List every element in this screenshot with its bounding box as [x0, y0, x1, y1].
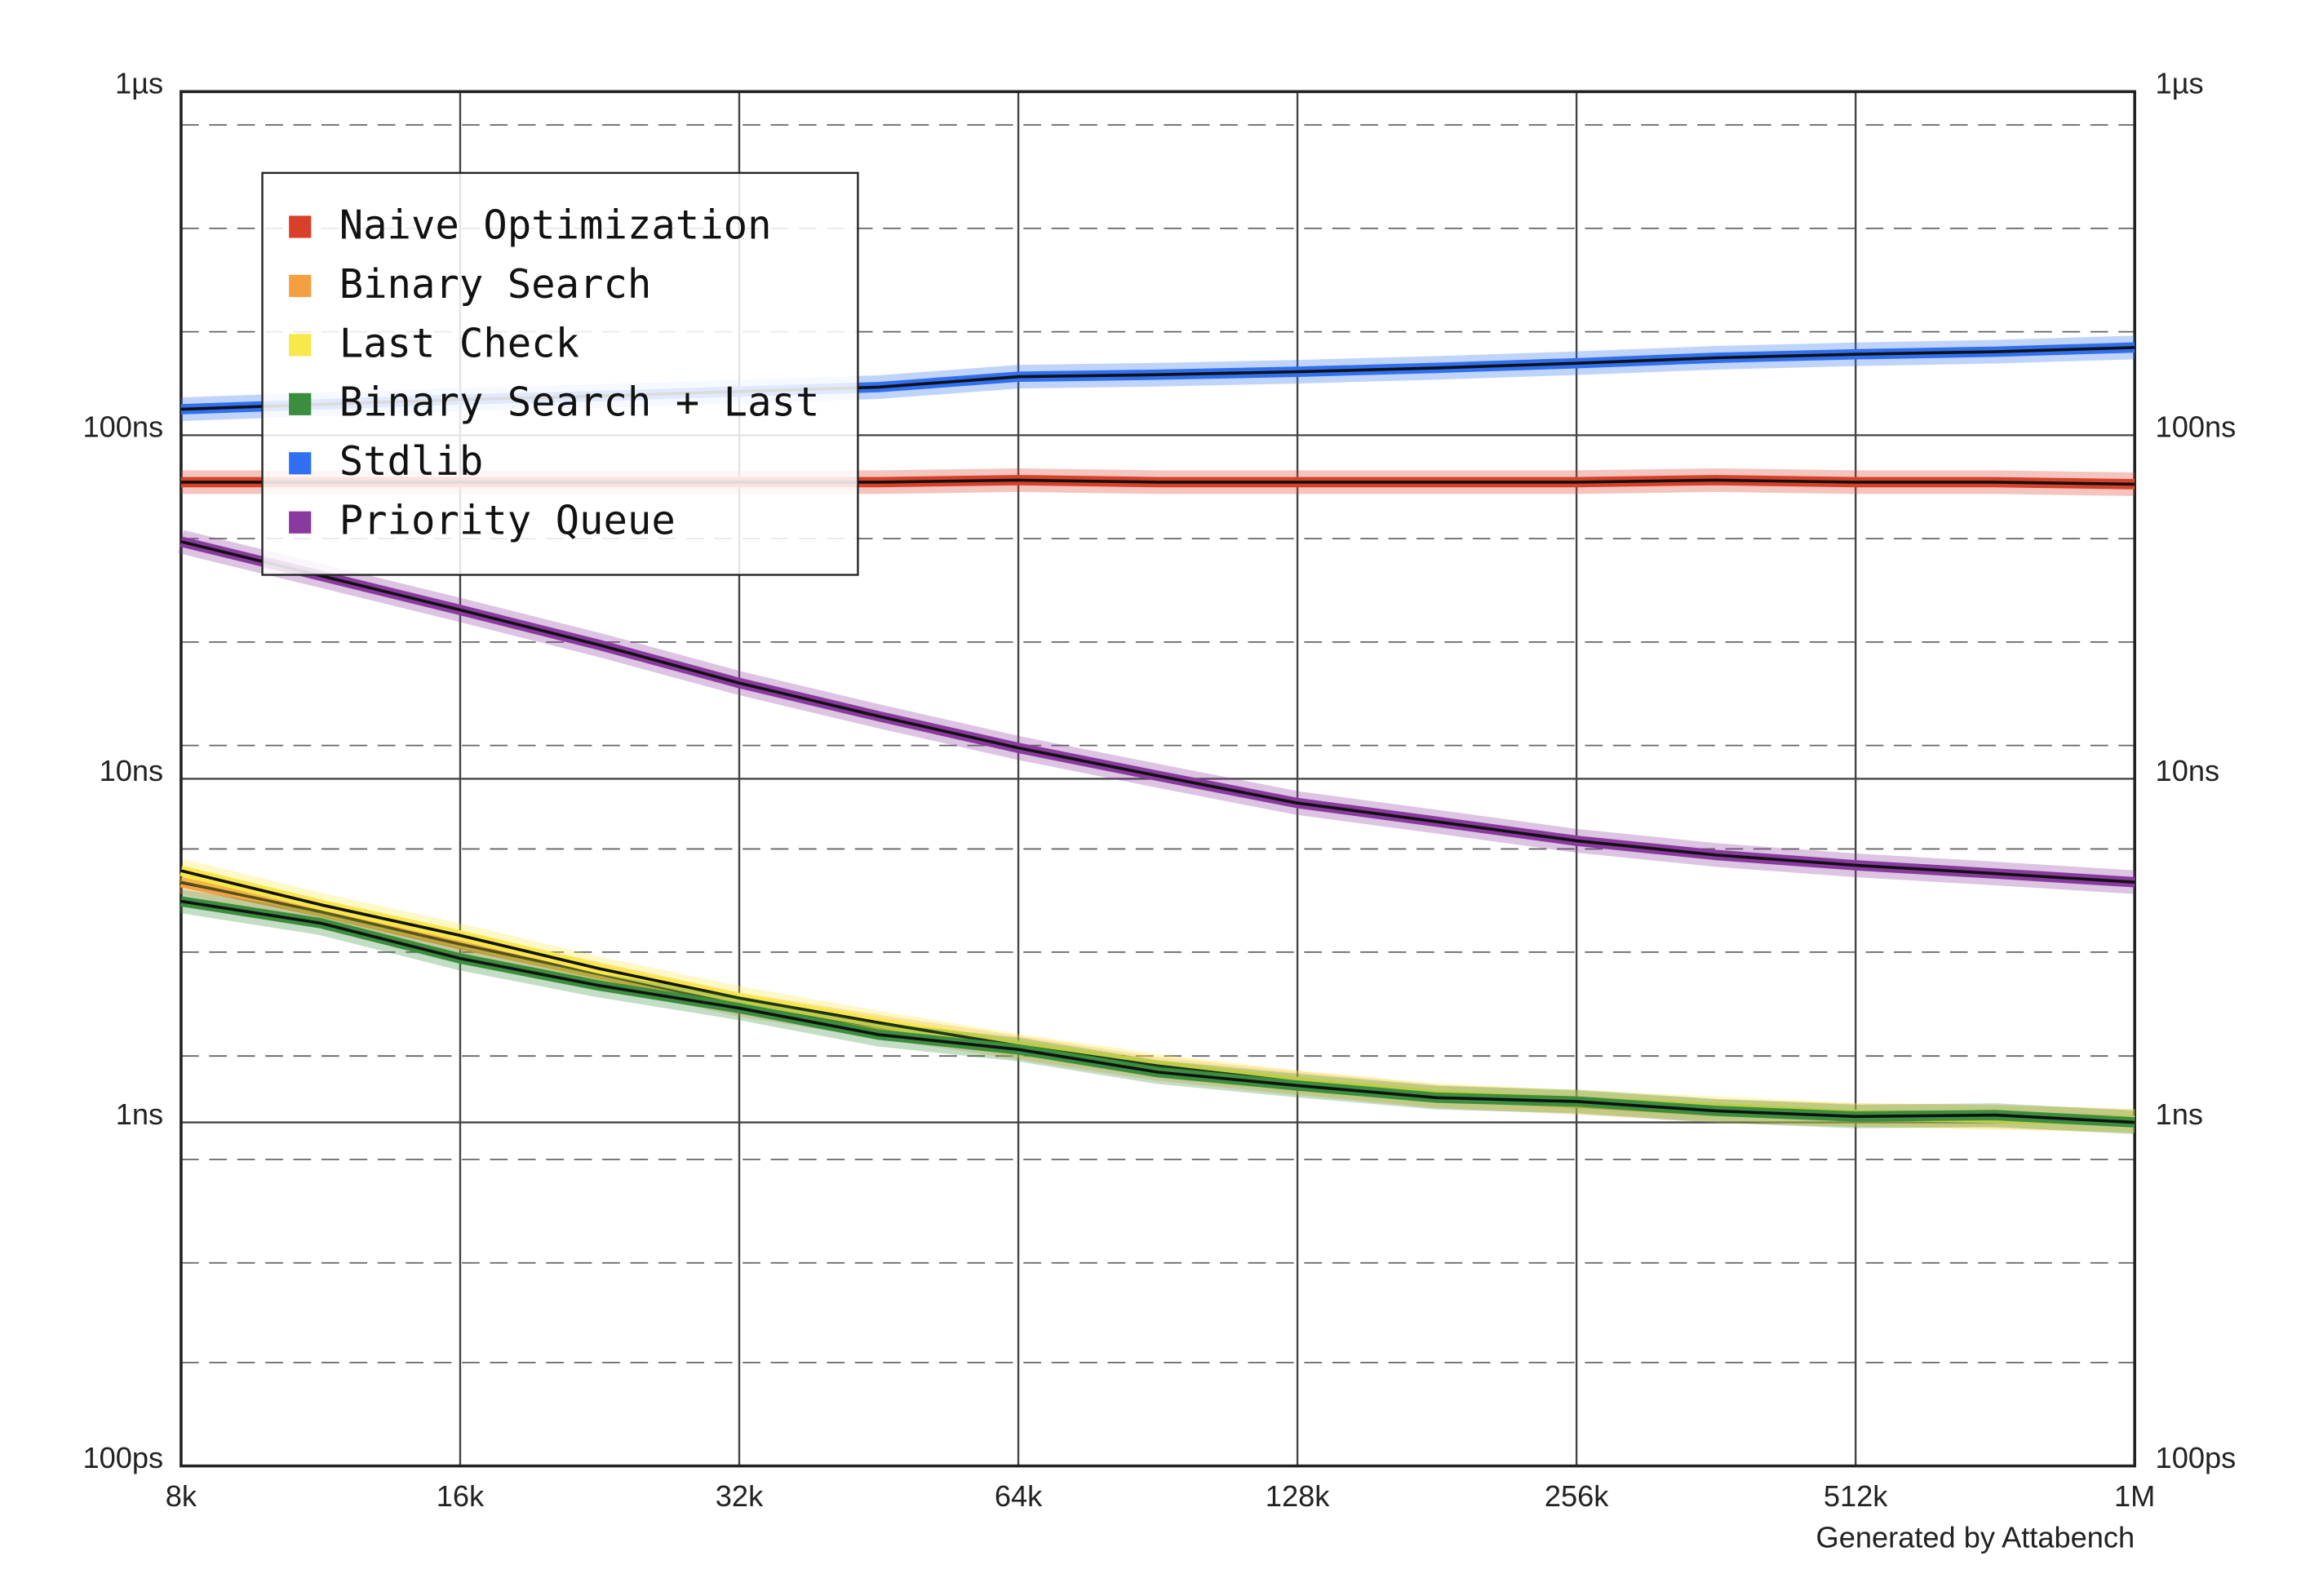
y2-tick-label: 10ns — [2156, 754, 2220, 787]
y-tick-label: 100ns — [82, 410, 163, 444]
y-tick-label: 1ns — [116, 1097, 163, 1131]
legend-swatch — [289, 334, 312, 357]
legend-label: Stdlib — [339, 438, 484, 485]
legend-box — [261, 171, 859, 576]
legend-swatch — [289, 392, 312, 415]
legend-swatch — [289, 215, 312, 238]
series-core — [180, 540, 2135, 884]
x-tick-label: 256k — [1545, 1479, 1609, 1513]
x-tick-label: 32k — [716, 1479, 764, 1513]
footer: Generated by Attabench — [1816, 1521, 2135, 1554]
x-tick-label: 512k — [1824, 1479, 1888, 1513]
legend-label: Naive Optimization — [339, 202, 772, 248]
x-tick-label: 64k — [995, 1479, 1043, 1513]
y2-tick-label: 1µs — [2156, 67, 2204, 100]
legend-label: Binary Search + Last — [339, 379, 820, 426]
series-core — [180, 899, 2135, 1124]
x-tick-label: 1M — [2114, 1479, 2155, 1513]
legend-label: Binary Search — [339, 261, 652, 308]
x-tick-label: 8k — [166, 1479, 197, 1513]
y-tick-label: 10ns — [100, 754, 164, 787]
y2-tick-label: 100ns — [2156, 410, 2237, 444]
x-tick-label: 16k — [437, 1479, 485, 1513]
legend-swatch — [289, 511, 312, 534]
legend-label: Priority Queue — [339, 498, 676, 544]
legend-swatch — [289, 274, 312, 298]
legend-swatch — [289, 452, 312, 475]
y2-tick-label: 100ps — [2156, 1441, 2237, 1474]
legend-label: Last Check — [339, 320, 579, 366]
y-tick-label: 1µs — [115, 67, 163, 100]
y-tick-label: 100ps — [82, 1441, 163, 1474]
plot-frame — [180, 90, 2137, 1468]
y2-tick-label: 1ns — [2156, 1097, 2203, 1131]
legend: Naive Optimization Binary Search Last Chec… — [261, 171, 859, 576]
x-tick-label: 128k — [1266, 1479, 1330, 1513]
